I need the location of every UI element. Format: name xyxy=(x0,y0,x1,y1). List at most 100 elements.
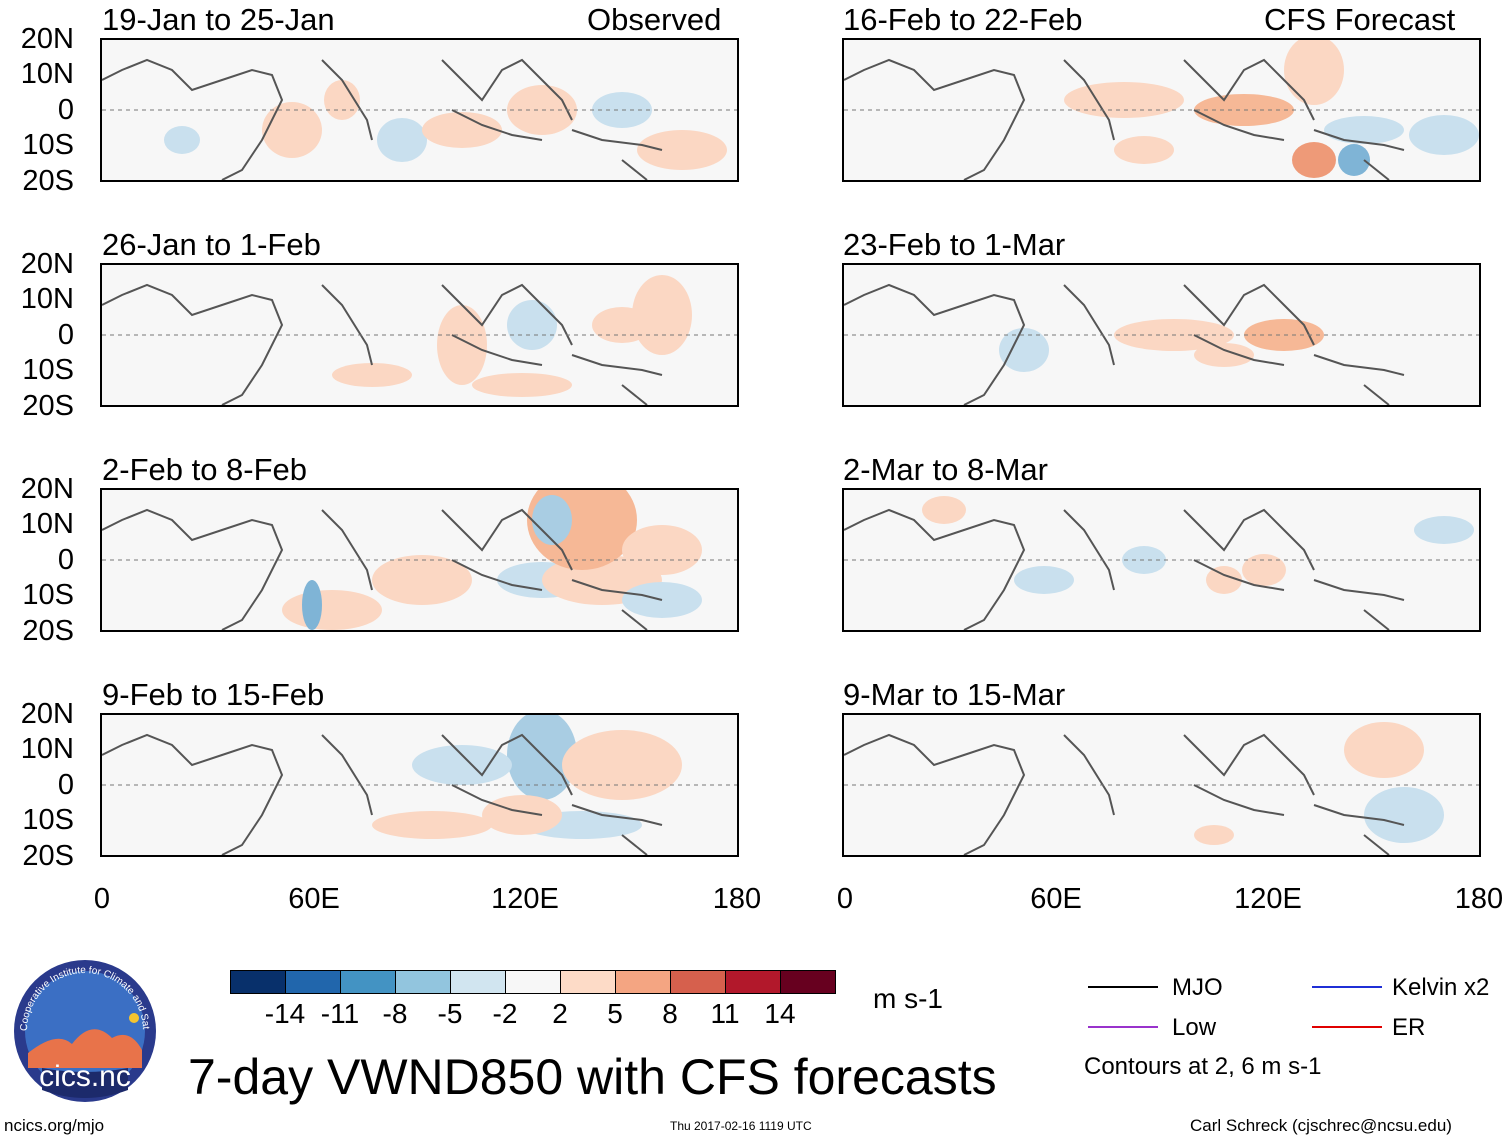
legend-contours-note: Contours at 2, 6 m s-1 xyxy=(1084,1053,1322,1080)
wind-anomaly-shading xyxy=(164,126,200,154)
coastline xyxy=(102,58,663,180)
wind-anomaly-shading xyxy=(472,373,572,397)
map-panel xyxy=(842,38,1481,182)
colorbar-cell xyxy=(285,970,341,994)
map-field xyxy=(102,58,737,180)
map-panel xyxy=(842,488,1481,632)
wind-anomaly-shading xyxy=(1292,142,1336,178)
map-panel xyxy=(842,263,1481,407)
panel-title: 23-Feb to 1-Mar xyxy=(843,227,1066,262)
map-panel xyxy=(100,713,739,857)
x-tick-label: 180 xyxy=(1454,883,1504,915)
colorbar-tick: -11 xyxy=(320,998,360,1029)
colorbar-tick: -8 xyxy=(382,998,408,1029)
colorbar-cell xyxy=(560,970,616,994)
wind-anomaly-shading xyxy=(1414,516,1474,544)
wind-anomaly-shading xyxy=(1194,343,1254,367)
colorbar-cell xyxy=(725,970,781,994)
y-tick-label: 20N xyxy=(20,248,74,280)
y-tick-label: 10N xyxy=(20,508,74,540)
svg-text:Cooperative Institute for Clim: Cooperative Institute for Climate and Sa… xyxy=(12,958,151,1031)
map-panel xyxy=(100,488,739,632)
y-tick-label: 20N xyxy=(20,473,74,505)
y-tick-label: 10N xyxy=(20,733,74,765)
colorbar-tick: 5 xyxy=(607,998,623,1029)
wind-anomaly-shading xyxy=(507,300,557,350)
wind-anomaly-shading xyxy=(1064,82,1184,118)
y-tick-label: 20S xyxy=(22,615,74,647)
logo-graphic xyxy=(14,960,156,1102)
x-tick-label: 180 xyxy=(712,883,762,915)
x-tick-label: 0 xyxy=(93,883,111,915)
panel-tag: Observed xyxy=(587,2,722,37)
y-tick-label: 10N xyxy=(20,283,74,315)
colorbar-tick: -5 xyxy=(437,998,463,1029)
wind-anomaly-shading xyxy=(637,130,727,170)
map-panel xyxy=(100,38,739,182)
wind-anomaly-shading xyxy=(1014,566,1074,594)
y-tick-label: 10S xyxy=(22,579,74,611)
coastline xyxy=(844,283,1405,405)
y-tick-label: 20N xyxy=(20,698,74,730)
y-tick-label: 0 xyxy=(57,319,74,351)
x-tick-label: 0 xyxy=(836,883,854,915)
wind-anomaly-shading xyxy=(332,363,412,387)
coastline xyxy=(844,508,1405,630)
colorbar-cell xyxy=(395,970,451,994)
colorbar-cell xyxy=(615,970,671,994)
colorbar-tick: -14 xyxy=(264,998,306,1029)
map-field xyxy=(844,283,1479,405)
wind-anomaly-shading xyxy=(562,730,682,800)
wind-anomaly-shading xyxy=(1206,566,1242,594)
y-tick-label: 0 xyxy=(57,769,74,801)
map-field xyxy=(844,496,1479,630)
x-tick-label: 120E xyxy=(491,883,559,915)
cics-logo: Cooperative Institute for Climate and Sa… xyxy=(12,958,158,1104)
y-tick-label: 20S xyxy=(22,390,74,422)
legend-low-label: Low xyxy=(1172,1014,1217,1041)
panel-title: 16-Feb to 22-Feb xyxy=(843,2,1083,37)
logo-ring-text: Cooperative Institute for Climate and Sa… xyxy=(12,958,151,1031)
y-tick-label: 10S xyxy=(22,129,74,161)
colorbar-units: m s-1 xyxy=(873,983,943,1014)
panel-title: 2-Mar to 8-Mar xyxy=(843,452,1048,487)
colorbar-cell xyxy=(670,970,726,994)
coastline xyxy=(102,283,663,405)
colorbar-tick: 8 xyxy=(662,998,678,1029)
coastline xyxy=(102,508,663,630)
legend-kelvin-label: Kelvin x2 xyxy=(1392,974,1490,1001)
colorbar-cell xyxy=(780,970,836,994)
map-field xyxy=(102,490,737,630)
colorbar-tick: -2 xyxy=(492,998,518,1029)
colorbar-tick: 2 xyxy=(552,998,568,1029)
wind-anomaly-shading xyxy=(1364,787,1444,843)
panel-title: 19-Jan to 25-Jan xyxy=(102,2,335,37)
coastline xyxy=(102,733,663,855)
legend-er-label: ER xyxy=(1392,1014,1426,1041)
map-panel xyxy=(842,713,1481,857)
wind-anomaly-shading xyxy=(922,496,966,524)
wind-anomaly-shading xyxy=(412,745,512,785)
y-tick-label: 0 xyxy=(57,94,74,126)
wind-anomaly-shading xyxy=(632,275,692,355)
legend-low-line xyxy=(1088,1026,1158,1028)
legend-kelvin-line xyxy=(1312,986,1382,988)
y-tick-label: 0 xyxy=(57,544,74,576)
map-field xyxy=(102,715,737,855)
y-tick-label: 10S xyxy=(22,804,74,836)
x-tick-label: 60E xyxy=(288,883,340,915)
panel-title: 9-Mar to 15-Mar xyxy=(843,677,1066,712)
wind-anomaly-shading xyxy=(1344,722,1424,778)
wind-anomaly-shading xyxy=(622,525,702,575)
y-tick-label: 10N xyxy=(20,58,74,90)
footer-timestamp: Thu 2017-02-16 1119 UTC xyxy=(670,1119,812,1133)
legend-mjo-line xyxy=(1088,986,1158,988)
panel-title: 2-Feb to 8-Feb xyxy=(102,452,308,487)
panel-title: 9-Feb to 15-Feb xyxy=(102,677,325,712)
panel-tag: CFS Forecast xyxy=(1264,2,1456,37)
footer-author: Carl Schreck (cjschrec@ncsu.edu) xyxy=(1190,1116,1452,1135)
footer-url[interactable]: ncics.org/mjo xyxy=(4,1116,105,1135)
wind-anomaly-shading xyxy=(282,590,382,630)
colorbar-cell xyxy=(450,970,506,994)
panel-title: 26-Jan to 1-Feb xyxy=(102,227,321,262)
